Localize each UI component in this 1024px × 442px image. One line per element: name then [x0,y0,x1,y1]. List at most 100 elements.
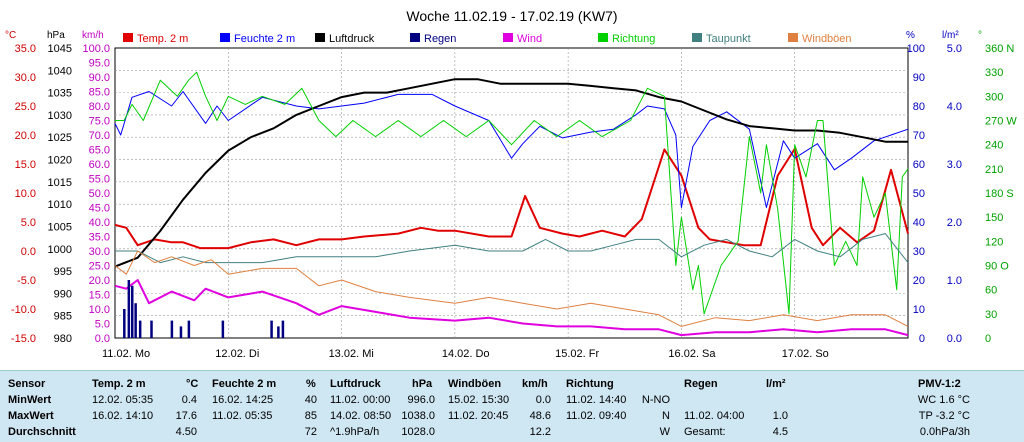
x-tick-label: 16.02. Sa [668,348,716,360]
wind-tick-label: 85.0 [89,87,110,99]
stats-max-temp-time: 16.02. 14:10 [92,410,154,422]
direction-tick-label: 0 [985,333,991,345]
stats-header-rain: Regen [684,378,718,390]
pressure-tick-label: 980 [54,333,72,345]
stats-header-dir: Richtung [566,378,614,390]
humidity-tick-label: 40 [913,217,925,229]
humidity-tick-label: 100 [907,43,925,55]
stats-avg-rain-label: Gesamt: [684,426,726,438]
wind-tick-label: 100.0 [82,43,110,55]
legend-swatch [315,33,325,42]
rain-axis-unit: l/m² [942,30,959,41]
temp-tick-label: 15.0 [15,159,36,171]
temp-tick-label: -10.0 [11,304,36,316]
direction-tick-label: 270 W [985,116,1017,128]
stats-max-dir-time: 11.02. 09:40 [566,410,627,422]
stats-row-label-max: MaxWert [8,410,54,422]
humidity-tick-label: 0 [919,333,925,345]
temp-tick-label: 0.0 [21,246,36,258]
direction-tick-label: 150 [985,212,1003,224]
legend-label: Regen [424,33,456,45]
legend-swatch [598,33,608,42]
stats-min-dir-time: 11.02. 14:40 [566,394,627,406]
x-tick-label: 13.02. Mi [329,348,374,360]
stats-max-rain: 1.0 [772,410,788,422]
wind-tick-label: 5.0 [95,319,110,331]
series-line-luftdruck [114,78,908,268]
humidity-tick-label: 10 [913,304,925,316]
direction-tick-label: 30 [985,309,997,321]
legend-swatch [410,33,420,42]
pressure-tick-label: 1010 [48,199,72,211]
wind-tick-label: 70.0 [89,130,110,142]
wind-tick-label: 95.0 [89,58,110,70]
wind-tick-label: 15.0 [89,290,110,302]
wind-tick-label: 40.0 [89,217,110,229]
x-tick-label: 15.02. Fr [555,348,599,360]
pressure-tick-label: 985 [54,311,72,323]
stats-min-temp-time: 12.02. 05:35 [92,394,154,406]
series-line-windb-en [114,250,909,327]
rain-bar [277,326,280,338]
wind-tick-label: 45.0 [89,203,110,215]
pressure-tick-label: 1020 [48,155,72,167]
wind-tick-label: 50.0 [89,188,110,200]
rain-bar [134,303,137,338]
legend-swatch [503,33,513,42]
temp-tick-label: 35.0 [15,43,36,55]
rain-bar [270,320,273,338]
rain-tick-label: 3.0 [947,159,962,171]
direction-tick-label: 120 [985,236,1003,248]
stats-min-press-time: 11.02. 00:00 [330,394,391,406]
wind-tick-label: 35.0 [89,232,110,244]
stats-header-press-unit: hPa [412,378,433,390]
stats-avg-dir: W [659,426,670,438]
legend-label: Richtung [612,33,655,45]
stats-max-gust: 48.6 [529,410,551,422]
stats-min-press: 996.0 [407,394,435,406]
legend-swatch [123,33,133,42]
legend: Temp. 2 m Feuchte 2 m Luftdruck Regen Wind Ri… [123,33,852,45]
plot-area [114,47,909,339]
pressure-tick-label: 1030 [48,110,72,122]
wind-tick-label: 60.0 [89,159,110,171]
wind-tick-label: 80.0 [89,101,110,113]
stats-max-gust-time: 11.02. 20:45 [448,410,509,422]
stats-max-hum-time: 11.02. 05:35 [212,410,273,422]
stats-max-hum: 85 [304,410,317,422]
direction-axis-unit: ° [978,30,982,41]
pressure-axis-unit: hPa [47,30,65,41]
humidity-tick-label: 50 [913,188,925,200]
direction-tick-label: 360 N [985,43,1014,55]
direction-tick-label: 210 [985,164,1003,176]
x-tick-label: 11.02. Mo [102,348,150,360]
weather-chart: Woche 11.02.19 - 17.02.19 (KW7) -15.0 -10… [5,8,1017,360]
direction-tick-label: 300 [985,91,1003,103]
legend-label: Temp. 2 m [137,33,188,45]
stats-header-gust-unit: km/h [522,378,548,390]
wind-axis-unit: km/h [82,30,104,41]
humidity-tick-label: 20 [913,275,925,287]
legend-label: Windböen [802,33,852,45]
stats-avg-pmv: 0.0hPa/3h [919,426,970,438]
stats-header-hum: Feuchte 2 m [212,378,277,390]
rain-tick-label: 4.0 [947,101,962,113]
direction-tick-label: 240 [985,140,1003,152]
pressure-tick-label: 1000 [48,244,72,256]
rain-bar [179,326,183,338]
humidity-tick-label: 30 [913,246,925,258]
pressure-tick-label: 1025 [48,132,72,144]
statistics-table: Sensor Temp. 2 m °C Feuchte 2 m % Luftdr… [0,370,1024,442]
stats-max-temp: 17.6 [175,410,197,422]
wind-tick-label: 20.0 [89,275,110,287]
stats-header-sensor: Sensor [8,378,46,390]
stats-min-gust-time: 15.02. 15:30 [448,394,510,406]
legend-label: Taupunkt [706,33,751,45]
stats-header-pmv: PMV-1:2 [918,378,961,390]
stats-header-gust: Windböen [448,378,502,390]
rain-bar [150,320,153,338]
wind-tick-label: 90.0 [89,72,110,84]
wind-tick-label: 75.0 [89,116,110,128]
wind-tick-label: 10.0 [89,304,110,316]
rain-bar [138,320,142,338]
